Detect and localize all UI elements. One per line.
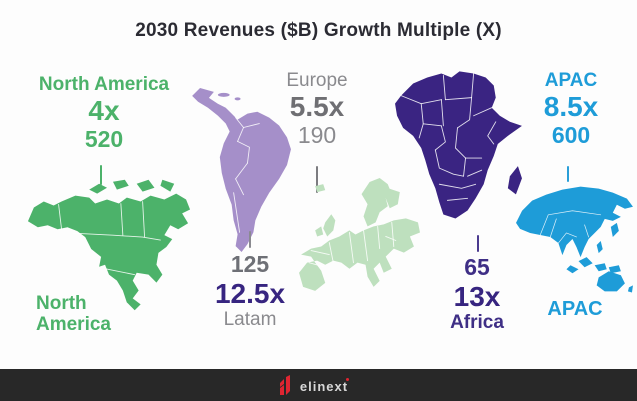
europe-name: Europe xyxy=(286,70,348,91)
europe-multiple: 5.5x xyxy=(289,91,345,123)
north-america-revenue: 520 xyxy=(84,125,124,152)
latam-map xyxy=(192,87,291,253)
latam-multiple: 12.5x xyxy=(214,277,286,309)
north-america-name: North America xyxy=(38,74,170,95)
apac-multiple: 8.5x xyxy=(543,91,599,123)
apac-map-label: APAC xyxy=(547,298,603,320)
footer-bar: elinext xyxy=(0,369,637,401)
latam-revenue: 125 xyxy=(230,251,270,277)
logo-accent-dot xyxy=(346,377,350,381)
africa-stats: 65 13x Africa xyxy=(420,254,534,334)
europe-map xyxy=(299,178,420,291)
africa-map xyxy=(395,71,522,219)
latam-stats: 125 12.5x Latam xyxy=(194,251,306,331)
latam-connector-line xyxy=(249,231,251,248)
north-america-connector-line xyxy=(100,165,102,185)
elinext-logo-text: elinext xyxy=(299,378,349,394)
europe-connector-line xyxy=(316,166,318,193)
page-title: 2030 Revenues ($B) Growth Multiple (X) xyxy=(135,20,502,41)
africa-multiple: 13x xyxy=(453,280,501,312)
africa-revenue: 65 xyxy=(464,254,490,280)
africa-name: Africa xyxy=(450,312,504,334)
apac-revenue: 600 xyxy=(551,121,591,148)
elinext-logo-icon xyxy=(279,375,290,395)
apac-map xyxy=(516,186,633,293)
apac-name: APAC xyxy=(544,70,598,91)
apac-stats: APAC 8.5x 600 xyxy=(510,70,632,148)
north-america-map-label: North America xyxy=(36,293,111,335)
north-america-stats: North America 4x 520 xyxy=(18,74,190,152)
africa-connector-line xyxy=(477,235,479,252)
north-america-multiple: 4x xyxy=(88,95,120,127)
latam-name: Latam xyxy=(223,309,277,331)
apac-connector-line xyxy=(567,166,569,182)
europe-revenue: 190 xyxy=(297,121,337,148)
north-america-map xyxy=(27,179,191,311)
europe-stats: Europe 5.5x 190 xyxy=(260,70,374,148)
